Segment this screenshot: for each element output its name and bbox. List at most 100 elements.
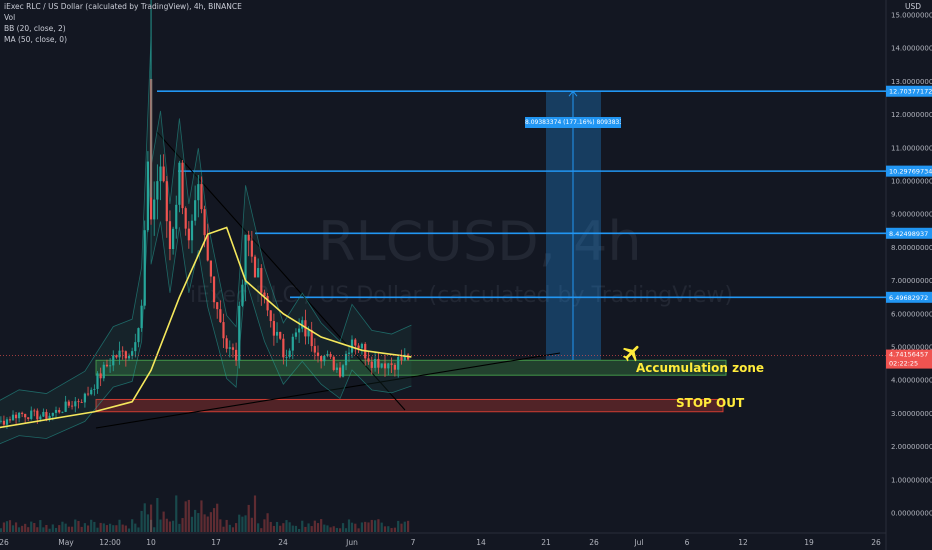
volume-bar xyxy=(344,528,348,532)
candle-body xyxy=(288,350,291,358)
volume-bar xyxy=(45,524,48,532)
ascending-trendline[interactable] xyxy=(95,352,561,429)
level-price-tag xyxy=(886,227,932,239)
candle-body xyxy=(162,166,165,182)
airplane-icon xyxy=(620,342,644,364)
candle-body xyxy=(80,402,83,403)
volume-bar xyxy=(187,499,190,532)
volume-bar xyxy=(175,495,178,532)
candle-body xyxy=(238,305,241,361)
volume-bar xyxy=(24,523,27,532)
candle-body xyxy=(181,162,184,209)
volume-bar xyxy=(54,527,58,532)
volume-bar xyxy=(61,521,64,532)
candle-body xyxy=(285,357,288,358)
volume-bar xyxy=(156,497,159,532)
price-tick-label: 13.00000000 xyxy=(891,78,932,86)
price-tick-label: 1.00000000 xyxy=(891,476,932,484)
volume-bar xyxy=(67,526,70,532)
candle-body xyxy=(51,412,54,416)
candle-body xyxy=(231,347,235,350)
candle-body xyxy=(83,393,86,403)
volume-bar xyxy=(374,520,377,532)
candle-body xyxy=(250,240,253,257)
candle-body xyxy=(320,356,323,362)
volume-bar xyxy=(93,521,96,532)
volume-bar xyxy=(134,523,137,532)
price-tick-label: 0.00000000 xyxy=(891,510,932,518)
volume-bar xyxy=(225,519,228,532)
measure-label[interactable]: 8.09383374 (177.16%) 809383374 xyxy=(525,117,621,128)
candle-body xyxy=(184,208,187,229)
volume-bar xyxy=(149,519,153,532)
candle-body xyxy=(206,235,209,261)
candle-body xyxy=(74,401,77,407)
candle-body xyxy=(387,363,390,369)
volume-bar xyxy=(64,523,67,532)
volume-bar xyxy=(168,521,172,532)
volume-bar xyxy=(370,519,373,532)
volume-bar xyxy=(320,519,323,532)
candle-body xyxy=(33,410,36,412)
bollinger-lower xyxy=(0,164,412,445)
candle-body xyxy=(0,420,3,422)
candle-body xyxy=(172,228,175,250)
candle-body xyxy=(253,256,257,278)
candle-body xyxy=(301,320,304,329)
candle-body xyxy=(241,284,244,306)
candle-body xyxy=(118,350,121,358)
volume-bar xyxy=(272,525,275,532)
candle-body xyxy=(203,209,206,236)
candle-body xyxy=(209,260,212,277)
ma50-line[interactable] xyxy=(0,226,412,433)
volume-legend[interactable]: Vol xyxy=(4,13,16,22)
level-price-label: 10.29769734 xyxy=(889,168,932,176)
volume-bar xyxy=(74,519,77,532)
price-tick-label: 15.00000000 xyxy=(891,12,932,20)
candle-body xyxy=(341,365,345,377)
volume-bar xyxy=(162,511,165,532)
candle-body xyxy=(332,356,335,370)
candle-body xyxy=(102,364,105,379)
candle-body xyxy=(187,228,190,241)
candle-body xyxy=(383,363,387,369)
candle-body xyxy=(263,292,266,297)
volume-bar xyxy=(86,525,90,532)
price-tick-label: 14.00000000 xyxy=(891,45,932,53)
candle-body xyxy=(165,181,168,222)
accumulation-label: Accumulation zone xyxy=(636,361,765,375)
volume-bar xyxy=(2,522,6,532)
candle-body xyxy=(175,204,178,229)
candle-body xyxy=(298,328,301,333)
volume-bar xyxy=(159,519,162,532)
volume-bar xyxy=(200,500,203,532)
volume-bar xyxy=(291,525,294,532)
volume-bar xyxy=(313,520,316,532)
ma-legend[interactable]: MA (50, close, 0) xyxy=(4,35,68,44)
candle-body xyxy=(115,355,118,358)
time-tick-label: 14 xyxy=(476,538,486,547)
volume-bar xyxy=(33,523,36,532)
bb-legend[interactable]: BB (20, close, 2) xyxy=(4,24,66,33)
volume-bar xyxy=(231,527,235,532)
candle-body xyxy=(27,417,30,419)
volume-bar xyxy=(8,520,12,532)
accumulation-zone[interactable] xyxy=(95,359,727,376)
level-price-label: 6.49682972 xyxy=(889,294,928,302)
candle-body xyxy=(335,367,338,370)
time-tick-label: 17 xyxy=(211,538,221,547)
price-tick-label: 4.00000000 xyxy=(891,377,932,385)
volume-bar xyxy=(105,525,109,532)
volume-bar xyxy=(5,521,9,532)
candle-body xyxy=(178,162,181,205)
currency-label[interactable]: USD xyxy=(905,2,922,11)
volume-bar xyxy=(238,514,241,532)
stop-out-zone[interactable] xyxy=(95,398,724,413)
volume-bar xyxy=(335,527,338,532)
price-tick-label: 8.00000000 xyxy=(891,244,932,252)
volume-bar xyxy=(304,526,307,532)
volume-bar xyxy=(0,528,3,532)
candle-body xyxy=(260,268,263,293)
